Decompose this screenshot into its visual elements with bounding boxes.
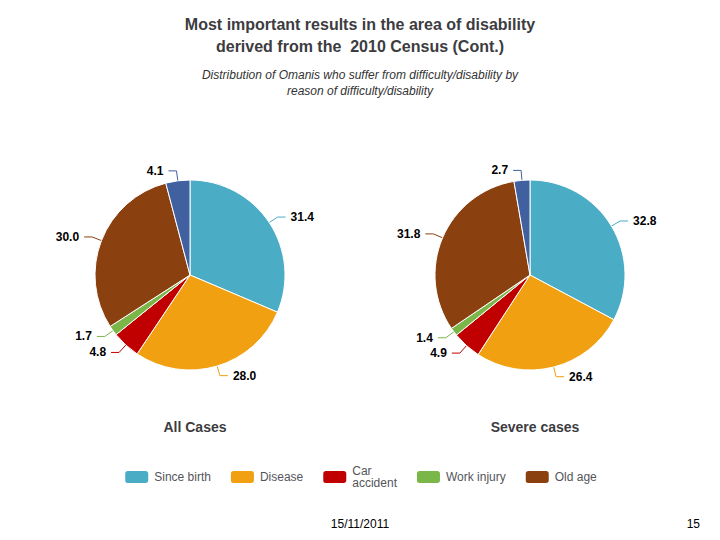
svg-text:4.9: 4.9 [430,346,447,360]
svg-text:1.7: 1.7 [75,329,92,343]
svg-text:28.0: 28.0 [233,369,257,383]
svg-text:32.8: 32.8 [633,214,657,228]
svg-text:30.0: 30.0 [56,230,80,244]
svg-text:1.4: 1.4 [416,331,433,345]
svg-text:Since birth: Since birth [154,470,211,484]
svg-text:4.1: 4.1 [147,164,164,178]
svg-text:All Cases: All Cases [163,419,226,435]
svg-text:4.8: 4.8 [89,345,106,359]
svg-text:Car: Car [352,464,372,478]
svg-text:26.4: 26.4 [569,370,593,384]
svg-text:15: 15 [687,517,701,531]
svg-text:15/11/2011: 15/11/2011 [331,517,390,531]
svg-text:Most important results in the: Most important results in the area of di… [185,16,535,33]
svg-text:2.7: 2.7 [491,163,508,177]
svg-text:Disease: Disease [260,470,304,484]
svg-text:accident: accident [352,476,397,490]
svg-text:reason of difficulty/disabilit: reason of difficulty/disability [287,84,434,98]
svg-text:Distribution of Omanis who suf: Distribution of Omanis who suffer from d… [202,68,519,82]
svg-text:derived from the 2010 Census: derived from the 2010 Census (Cont.) [216,38,504,55]
svg-text:31.8: 31.8 [397,227,421,241]
svg-text:Old age: Old age [555,470,597,484]
svg-text:Work injury: Work injury [446,470,506,484]
svg-text:31.4: 31.4 [291,210,315,224]
svg-text:Severe cases: Severe cases [491,419,580,435]
